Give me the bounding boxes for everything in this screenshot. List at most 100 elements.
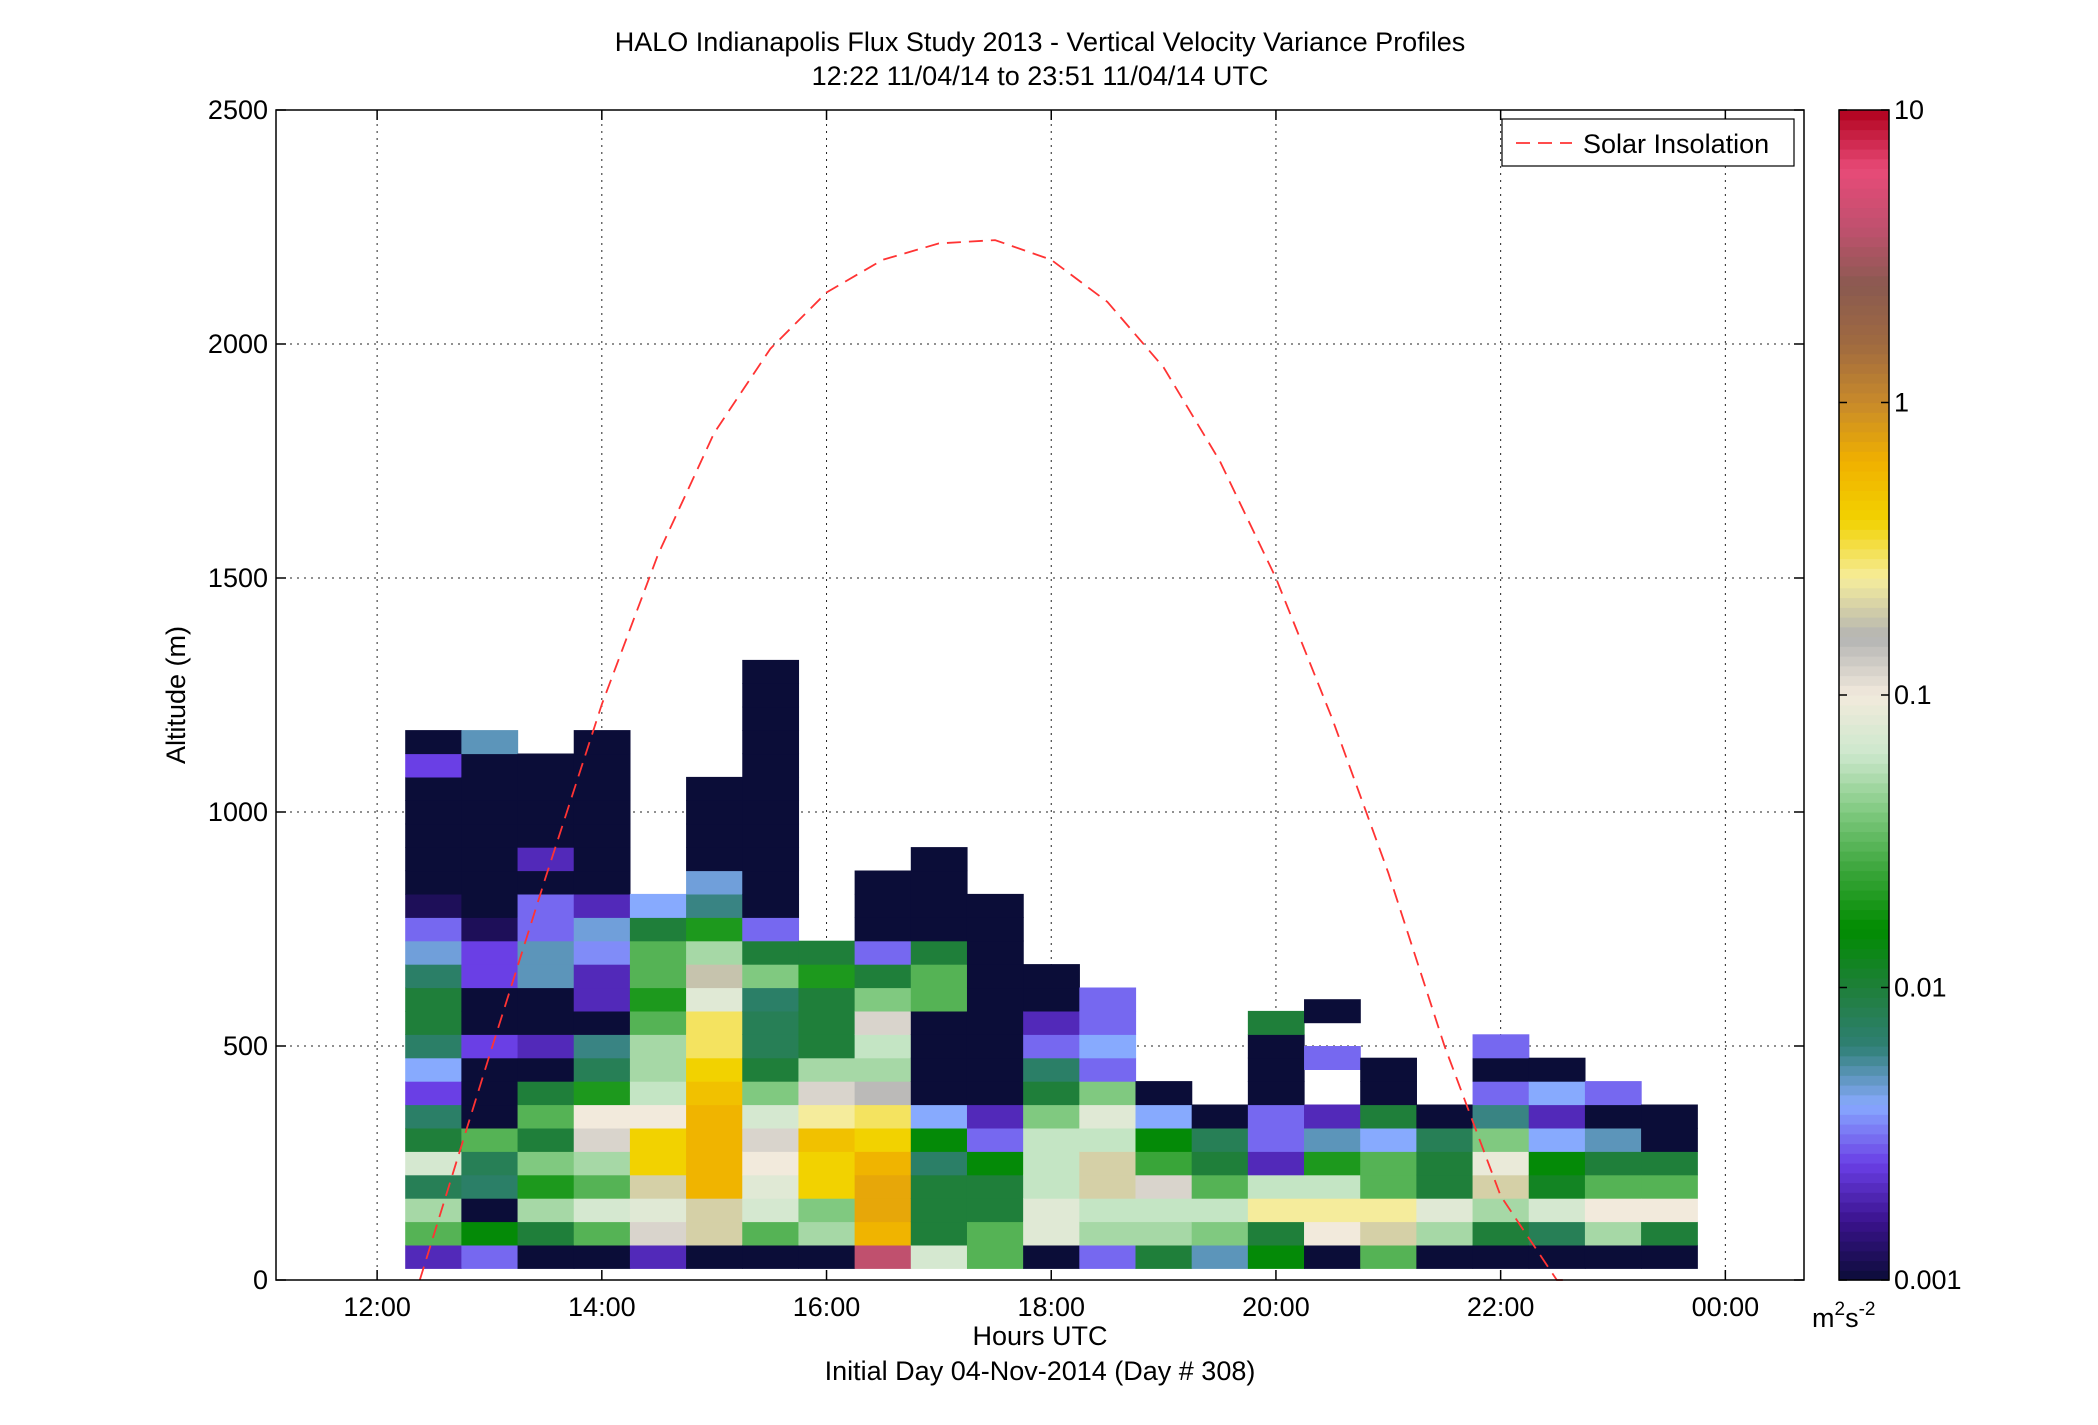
heatmap-cell-3-11: [573, 987, 631, 1012]
heatmap-cell-5-17: [686, 847, 743, 872]
heatmap-cell-19-2: [1472, 1198, 1530, 1223]
heatmap-cell-3-16: [573, 870, 631, 895]
heatmap-cell-9-6: [910, 1104, 968, 1129]
heatmap-cell-12-2: [1079, 1198, 1137, 1223]
heatmap-cell-21-4: [1584, 1151, 1642, 1176]
heatmap-cell-10-13: [966, 940, 1024, 965]
colorbar-band-84: [1839, 451, 1889, 462]
heatmap-cell-4-6: [629, 1104, 687, 1129]
colorbar-tick-label-2: 0.1: [1894, 680, 1932, 710]
colorbar-bands: [1839, 110, 1889, 1281]
heatmap-cell-21-6: [1584, 1104, 1642, 1129]
heatmap-cell-9-11: [910, 987, 968, 1012]
heatmap-cell-21-2: [1584, 1198, 1642, 1223]
colorbar-band-110: [1839, 197, 1889, 209]
heatmap-cell-6-23: [742, 706, 800, 731]
heatmap-cell-12-7: [1079, 1081, 1137, 1106]
heatmap-cell-10-7: [966, 1081, 1024, 1106]
heatmap-cell-6-12: [742, 964, 800, 989]
heatmap-cell-3-3: [573, 1174, 631, 1199]
heatmap-cell-7-6: [798, 1104, 856, 1129]
heatmap-cell-2-12: [517, 964, 575, 989]
heatmap-cell-10-15: [966, 893, 1024, 918]
heatmap-cell-1-12: [461, 964, 519, 989]
heatmap-cell-8-4: [854, 1151, 912, 1176]
colorbar-band-105: [1839, 246, 1889, 257]
heatmap-cell-0-13: [405, 940, 462, 965]
colorbar-band-60: [1839, 685, 1889, 696]
colorbar-band-106: [1839, 236, 1889, 248]
heatmap-cell-2-9: [517, 1034, 575, 1059]
colorbar-band-79: [1839, 500, 1889, 511]
heatmap-cell-0-2: [405, 1198, 462, 1223]
colorbar-band-104: [1839, 256, 1889, 267]
heatmap-cell-7-12: [798, 964, 856, 989]
heatmap-cell-4-10: [629, 1010, 687, 1035]
heatmap-cells: [405, 659, 1698, 1269]
heatmap-cell-20-3: [1528, 1174, 1586, 1199]
colorbar-band-108: [1839, 217, 1889, 228]
heatmap-cell-6-20: [742, 776, 800, 801]
colorbar-band-29: [1839, 987, 1889, 998]
heatmap-cell-8-6: [854, 1104, 912, 1129]
heatmap-cell-6-18: [742, 823, 800, 848]
heatmap-cell-13-6: [1135, 1104, 1193, 1129]
colorbar-band-97: [1839, 324, 1889, 335]
heatmap-cell-3-20: [573, 776, 631, 801]
heatmap-cell-14-6: [1191, 1104, 1249, 1129]
colorbar-band-71: [1839, 578, 1889, 589]
y-axis-label: Altitude (m): [161, 626, 191, 764]
heatmap-cell-0-12: [405, 964, 462, 989]
colorbar-unit-base: m: [1812, 1303, 1835, 1333]
colorbar-band-65: [1839, 636, 1889, 647]
heatmap-cell-21-0: [1584, 1244, 1642, 1269]
colorbar-band-36: [1839, 919, 1889, 930]
heatmap-cell-3-4: [573, 1151, 631, 1176]
heatmap-cell-10-6: [966, 1104, 1024, 1129]
heatmap-cell-6-11: [742, 987, 800, 1012]
heatmap-cell-22-1: [1641, 1221, 1698, 1246]
heatmap-cell-6-4: [742, 1151, 800, 1176]
heatmap-cell-10-2: [966, 1198, 1024, 1223]
heatmap-cell-21-5: [1584, 1127, 1642, 1152]
heatmap-cell-14-2: [1191, 1198, 1249, 1223]
colorbar-band-37: [1839, 909, 1889, 920]
colorbar-band-9: [1839, 1182, 1889, 1193]
colorbar-band-33: [1839, 948, 1889, 959]
heatmap-cell-0-22: [405, 730, 462, 755]
heatmap-cell-1-15: [461, 893, 519, 918]
heatmap-cell-11-0: [1023, 1244, 1080, 1269]
heatmap-cell-3-22: [573, 730, 631, 755]
heatmap-cell-0-17: [405, 847, 462, 872]
heatmap-cell-7-4: [798, 1151, 856, 1176]
heatmap-cell-7-13: [798, 940, 856, 965]
heatmap-cell-12-5: [1079, 1127, 1137, 1152]
colorbar-band-85: [1839, 441, 1889, 452]
heatmap-cell-10-4: [966, 1151, 1024, 1176]
colorbar-band-41: [1839, 870, 1889, 881]
heatmap-cell-5-14: [686, 917, 743, 942]
heatmap-cell-0-4: [405, 1151, 462, 1176]
heatmap-cell-1-7: [461, 1081, 519, 1106]
heatmap-cell-1-8: [461, 1057, 519, 1082]
heatmap-cell-8-16: [854, 870, 912, 895]
colorbar-band-81: [1839, 480, 1889, 491]
heatmap-cell-5-10: [686, 1010, 743, 1035]
heatmap-cell-9-12: [910, 964, 968, 989]
colorbar-band-21: [1839, 1065, 1889, 1076]
x-axis-sublabel: Initial Day 04-Nov-2014 (Day # 308): [825, 1356, 1256, 1386]
heatmap-cell-9-14: [910, 917, 968, 942]
colorbar-band-28: [1839, 997, 1889, 1008]
heatmap-cell-5-11: [686, 987, 743, 1012]
heatmap-cell-15-6: [1247, 1104, 1305, 1129]
heatmap-cell-12-8: [1079, 1057, 1137, 1082]
colorbar-band-4: [1839, 1231, 1889, 1242]
heatmap-cell-19-9: [1472, 1034, 1530, 1059]
heatmap-cell-6-10: [742, 1010, 800, 1035]
heatmap-cell-11-1: [1023, 1221, 1080, 1246]
colorbar-band-109: [1839, 207, 1889, 218]
heatmap-cell-5-19: [686, 800, 743, 825]
colorbar-band-80: [1839, 490, 1889, 501]
heatmap-cell-8-8: [854, 1057, 912, 1082]
heatmap-cell-2-15: [517, 893, 575, 918]
